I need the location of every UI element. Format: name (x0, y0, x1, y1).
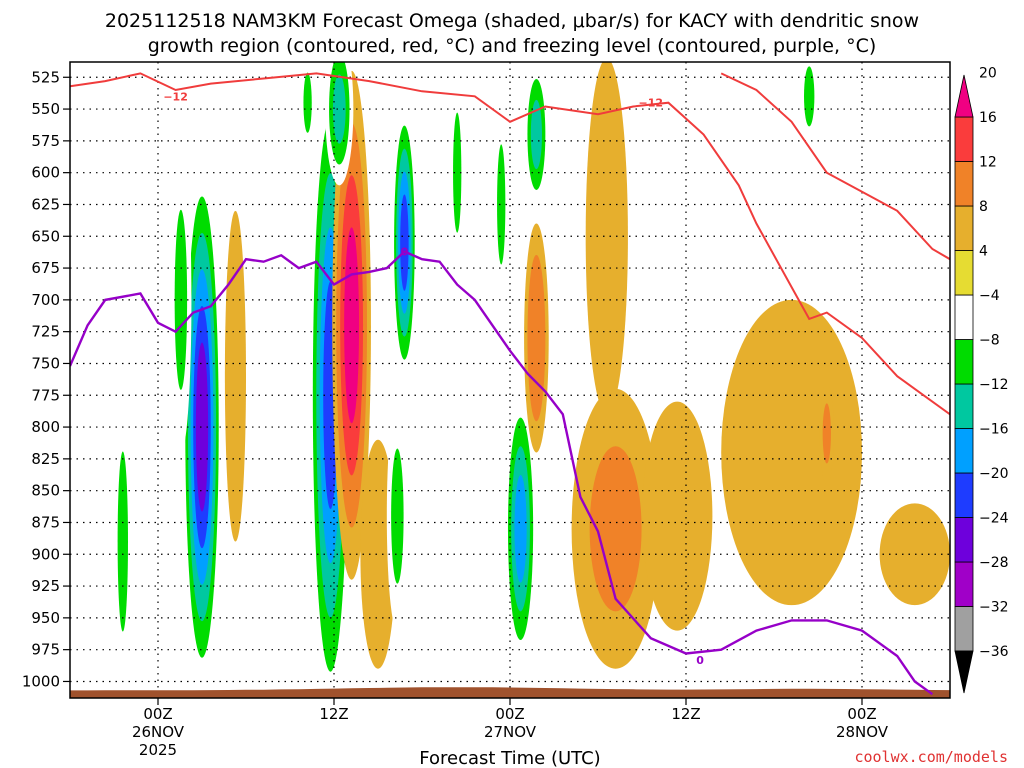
purple-contour-label-0: 0 (401, 246, 409, 259)
omega-cell-15-level-2 (530, 286, 542, 390)
colorbar-label-7: −12 (979, 377, 1009, 393)
omega-cell-21-level-0 (879, 503, 950, 606)
chart-title-line1: 2025112518 NAM3KM Forecast Omega (shaded… (105, 10, 919, 32)
colorbar-box-6 (954, 383, 974, 429)
colorbar-box-11 (954, 161, 974, 207)
x-tick-label-0-0: 00Z (143, 705, 172, 723)
omega-cell-3-level-0 (224, 210, 246, 542)
x-tick-label-20-0: 00Z (495, 705, 524, 723)
y-tick-label-650: 650 (31, 227, 60, 245)
colorbar-box-4 (954, 472, 974, 518)
colorbar-label-10: −24 (979, 511, 1009, 527)
colorbar-top-arrow (954, 74, 974, 118)
colorbar-box-1 (954, 606, 974, 652)
y-tick-label-725: 725 (31, 323, 60, 341)
y-tick-label-775: 775 (31, 386, 60, 404)
colorbar-label-5: −4 (979, 288, 1000, 304)
y-tick-label-625: 625 (31, 195, 60, 213)
colorbar-box-5 (954, 428, 974, 474)
y-tick-label-750: 750 (31, 354, 60, 372)
colorbar-box-8 (954, 294, 974, 340)
x-tick-label-40-1: 28NOV (836, 723, 889, 741)
omega-cell-9-level-0 (360, 439, 396, 669)
x-axis-label: Forecast Time (UTC) (419, 748, 600, 768)
y-tick-label-875: 875 (31, 513, 60, 531)
y-tick-label-575: 575 (31, 132, 60, 150)
red-contour-line-0 (70, 72, 950, 416)
omega-cell-18-level-0 (642, 401, 713, 631)
credit-text: coolwx.com/models (854, 748, 1008, 766)
y-tick-label-700: 700 (31, 291, 60, 309)
colorbar-box-3 (954, 517, 974, 563)
y-tick-label-800: 800 (31, 418, 60, 436)
purple-contour-line (70, 250, 934, 696)
omega-cell-10-level-1 (391, 448, 404, 584)
omega-cell-12-level-1 (497, 144, 506, 265)
omega-cell-0-level-5 (195, 342, 209, 512)
colorbar-label-3: 8 (979, 199, 988, 215)
x-tick-label-0-2: 2025 (139, 741, 177, 759)
colorbar-label-1: 16 (979, 110, 997, 126)
colorbar-label-9: −20 (979, 466, 1009, 482)
omega-cell-2-level-1 (117, 451, 128, 632)
colorbar-box-7 (954, 339, 974, 385)
colorbar-label-11: −28 (979, 555, 1009, 571)
x-tick-label-30-0: 12Z (671, 705, 700, 723)
colorbar-label-0: 20 (979, 66, 997, 82)
red-contour-label-0: −12 (163, 90, 188, 103)
colorbar-label-8: −16 (979, 422, 1009, 438)
omega-cell-22-level-1 (804, 66, 815, 127)
colorbar-label-6: −8 (979, 333, 1000, 349)
omega-cell-7-level-2 (332, 74, 346, 144)
y-tick-label-550: 550 (31, 100, 60, 118)
omega-cell-6-level-4 (400, 194, 409, 291)
terrain-fill (70, 687, 950, 698)
y-tick-label-675: 675 (31, 259, 60, 277)
colorbar-box-10 (954, 205, 974, 251)
y-tick-label-1000: 1000 (22, 672, 60, 690)
purple-contour-label-1: 0 (696, 654, 704, 667)
colorbar-label-4: 4 (979, 244, 988, 260)
x-tick-label-20-1: 27NOV (484, 723, 537, 741)
y-tick-label-925: 925 (31, 577, 60, 595)
colorbar-bottom-arrow (954, 650, 974, 694)
chart-title-line2: growth region (contoured, red, °C) and f… (148, 35, 877, 57)
omega-cell-14-level-2 (530, 99, 542, 170)
y-tick-label-525: 525 (31, 68, 60, 86)
red-contour-label-1: −12 (639, 97, 664, 110)
colorbar: 20 16 12 8 4 −4 −8 −12 −16 −20 −24 −28 −32 −36 (954, 66, 1009, 694)
colorbar-box-12 (954, 116, 974, 162)
omega-cell-5-level-3 (344, 227, 360, 424)
x-tick-label-40-0: 00Z (847, 705, 876, 723)
x-tick-label-10-0: 12Z (319, 705, 348, 723)
colorbar-label-13: −36 (979, 644, 1009, 660)
colorbar-label-12: −32 (979, 600, 1009, 616)
y-tick-label-950: 950 (31, 609, 60, 627)
y-tick-label-850: 850 (31, 482, 60, 500)
omega-cell-20-level-1 (822, 403, 831, 464)
terrain (70, 687, 950, 698)
y-tick-label-900: 900 (31, 545, 60, 563)
omega-cell-16-level-0 (585, 62, 628, 415)
omega-cell-8-level-1 (303, 72, 312, 133)
colorbar-box-2 (954, 561, 974, 607)
omega-cell-17-level-1 (589, 446, 642, 612)
y-axis: 525 550 575 600 625 650 675 700 725 750 775 800 825 8… (22, 68, 70, 690)
colorbar-box-9 (954, 250, 974, 296)
colorbar-label-2: 12 (979, 155, 997, 171)
x-tick-label-0-1: 26NOV (132, 723, 185, 741)
red-contour-line-1 (720, 72, 950, 261)
y-tick-label-600: 600 (31, 164, 60, 182)
y-tick-label-825: 825 (31, 450, 60, 468)
y-tick-label-975: 975 (31, 641, 60, 659)
omega-cell-13-level-3 (514, 474, 527, 583)
omega-cell-19-level-0 (721, 299, 862, 606)
omega-cell-11-level-1 (453, 112, 462, 233)
contours: −12 −12 0 0 (70, 72, 950, 696)
